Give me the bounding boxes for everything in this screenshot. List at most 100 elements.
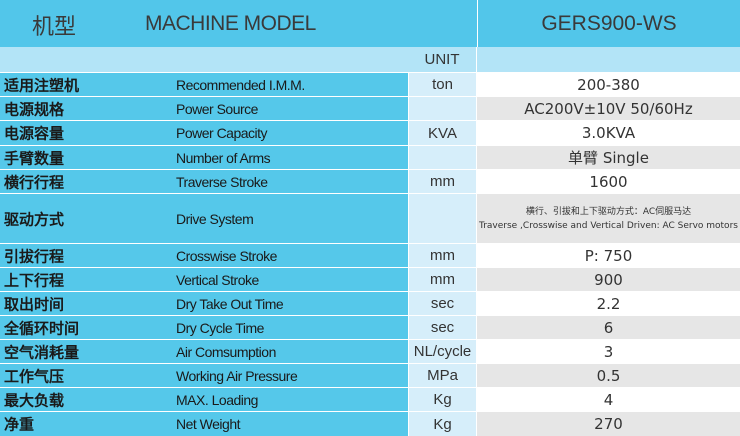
value-cell: 200-380 — [477, 73, 740, 96]
value-line: AC200V±10V 50/60Hz — [524, 99, 693, 118]
unit-cell — [408, 97, 476, 120]
value-line: 横行、引拔和上下驱动方式：AC伺服马达 — [525, 206, 692, 217]
label-cell: 全循环时间 Dry Cycle Time — [0, 316, 408, 339]
table-row: 适用注塑机 Recommended I.M.M. ton 200-380 — [0, 72, 740, 96]
value-line: 3 — [603, 342, 614, 361]
unit-cell: ton — [408, 73, 476, 96]
table-row: 电源规格 Power Source AC200V±10V 50/60Hz — [0, 96, 740, 120]
header-title-cn: 机型 — [32, 15, 77, 40]
label-cn: 空气消耗量 — [4, 343, 80, 361]
value-line: 3.0KVA — [581, 124, 636, 142]
value-cell: 3 — [477, 340, 740, 363]
unit-cell: MPa — [408, 364, 476, 387]
label-cn: 手臂数量 — [4, 149, 65, 167]
unit-cell: mm — [408, 170, 476, 193]
value-cell: 2.2 — [477, 292, 740, 315]
table-row: 驱动方式 Drive System 横行、引拔和上下驱动方式：AC伺服马达 Trave… — [0, 193, 740, 243]
value-line: 200-380 — [577, 75, 640, 94]
value-cell: 6 — [477, 316, 740, 339]
table-row: 取出时间 Dry Take Out Time sec 2.2 — [0, 291, 740, 315]
table-row: 横行行程 Traverse Stroke mm 1600 — [0, 169, 740, 193]
unit-header: UNIT — [424, 51, 460, 68]
label-cn: 工作气压 — [4, 367, 65, 385]
label-cn: 上下行程 — [4, 271, 65, 289]
table-row: 全循环时间 Dry Cycle Time sec 6 — [0, 315, 740, 339]
value-cell: 横行、引拔和上下驱动方式：AC伺服马达 Traverse ,Crosswise a… — [477, 194, 740, 243]
unit-cell: mm — [408, 268, 476, 291]
unit-cell: KVA — [408, 121, 476, 145]
table-row: 净重 Net Weight Kg 270 — [0, 411, 740, 436]
table-row: 上下行程 Vertical Stroke mm 900 — [0, 267, 740, 291]
unit-cell: Kg — [408, 412, 476, 436]
label-cell: 上下行程 Vertical Stroke — [0, 268, 408, 291]
label-cell: 横行行程 Traverse Stroke — [0, 170, 408, 193]
label-cn: 最大负载 — [4, 391, 65, 409]
label-cn: 引拔行程 — [4, 247, 65, 265]
value-cell: 4 — [477, 388, 740, 411]
header-title-en: MACHINE MODEL — [145, 12, 316, 35]
unit-cell: sec — [408, 292, 476, 315]
unit-cell — [408, 146, 476, 169]
label-cell: 最大负载 MAX. Loading — [0, 388, 408, 411]
value-line: 单臂 Single — [568, 149, 649, 167]
label-cell: 驱动方式 Drive System — [0, 194, 408, 243]
divider — [476, 47, 477, 72]
label-en: Power Source — [176, 100, 258, 117]
table-header: 机型 MACHINE MODEL GERS900-WS — [0, 0, 740, 47]
label-cn: 驱动方式 — [4, 210, 65, 228]
table-row: 空气消耗量 Air Comsumption NL/cycle 3 — [0, 339, 740, 363]
label-cell: 引拔行程 Crosswise Stroke — [0, 244, 408, 267]
table-row: 手臂数量 Number of Arms 单臂 Single — [0, 145, 740, 169]
model-name: GERS900-WS — [477, 0, 740, 47]
label-cn: 电源容量 — [4, 124, 65, 143]
label-cell: 空气消耗量 Air Comsumption — [0, 340, 408, 363]
label-cn: 电源规格 — [4, 100, 65, 118]
unit-header-row: UNIT — [0, 47, 740, 72]
label-en: Crosswise Stroke — [176, 247, 277, 264]
value-line: 2.2 — [596, 294, 621, 313]
label-cn: 取出时间 — [4, 295, 65, 313]
label-cn: 净重 — [4, 415, 35, 434]
label-cell: 工作气压 Working Air Pressure — [0, 364, 408, 387]
label-cell: 适用注塑机 Recommended I.M.M. — [0, 73, 408, 96]
label-en: Drive System — [176, 210, 254, 227]
label-cell: 取出时间 Dry Take Out Time — [0, 292, 408, 315]
value-cell: 3.0KVA — [477, 121, 740, 145]
label-en: Vertical Stroke — [176, 271, 259, 288]
table-row: 电源容量 Power Capacity KVA 3.0KVA — [0, 120, 740, 145]
label-en: Power Capacity — [176, 125, 268, 141]
value-cell: 270 — [477, 412, 740, 436]
value-cell: P: 750 — [477, 244, 740, 267]
label-en: Net Weight — [176, 416, 241, 432]
table-row: 引拔行程 Crosswise Stroke mm P: 750 — [0, 243, 740, 267]
value-line: 6 — [603, 318, 614, 337]
unit-cell: Kg — [408, 388, 476, 411]
label-cn: 全循环时间 — [4, 319, 80, 337]
label-en: Dry Take Out Time — [176, 295, 284, 312]
label-cell: 电源规格 Power Source — [0, 97, 408, 120]
value-cell: AC200V±10V 50/60Hz — [477, 97, 740, 120]
label-cn: 适用注塑机 — [4, 76, 80, 94]
value-cell: 单臂 Single — [477, 146, 740, 169]
value-cell: 900 — [477, 268, 740, 291]
label-cell: 手臂数量 Number of Arms — [0, 146, 408, 169]
label-en: Recommended I.M.M. — [176, 76, 305, 93]
label-en: Working Air Pressure — [176, 367, 298, 384]
value-line-en: Traverse ,Crosswise and Vertical Driven:… — [479, 220, 738, 231]
value-line: P: 750 — [584, 246, 633, 265]
label-cn: 横行行程 — [4, 173, 65, 191]
unit-cell: sec — [408, 316, 476, 339]
unit-cell: NL/cycle — [408, 340, 476, 363]
label-cell: 净重 Net Weight — [0, 412, 408, 436]
label-en: MAX. Loading — [176, 391, 258, 408]
value-line: 1600 — [589, 172, 628, 191]
table-row: 最大负载 MAX. Loading Kg 4 — [0, 387, 740, 411]
unit-cell — [408, 194, 476, 243]
label-en: Air Comsumption — [176, 343, 276, 360]
value-cell: 0.5 — [477, 364, 740, 387]
value-line: 4 — [603, 390, 614, 409]
label-en: Traverse Stroke — [176, 173, 268, 190]
value-line: 0.5 — [596, 366, 621, 385]
value-cell: 1600 — [477, 170, 740, 193]
value-line: 270 — [594, 415, 623, 433]
